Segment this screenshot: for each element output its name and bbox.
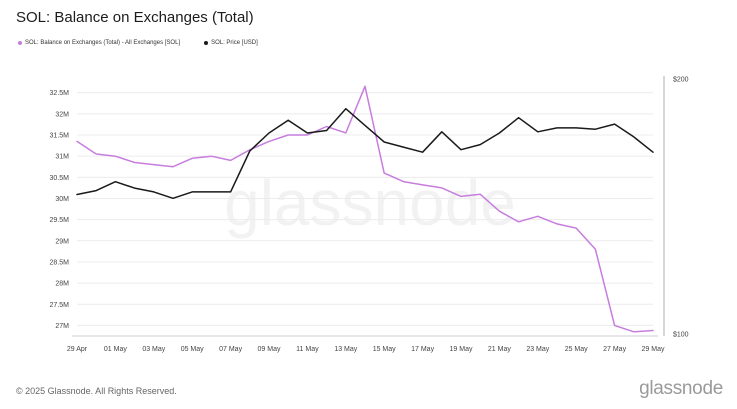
y-left-tick-label: 32.5M	[50, 90, 70, 97]
x-tick-label: 23 May	[526, 346, 549, 353]
y-right-tick-label: $200	[673, 77, 689, 84]
x-tick-label: 05 May	[181, 346, 204, 353]
y-left-tick-label: 30.5M	[50, 175, 70, 182]
watermark: glassnode	[224, 167, 516, 239]
y-left-tick-label: 28.5M	[50, 259, 70, 266]
copyright-footer: © 2025 Glassnode. All Rights Reserved.	[16, 386, 177, 396]
price-series-line[interactable]	[76, 107, 654, 200]
y-left-tick-label: 27.5M	[50, 302, 70, 309]
x-tick-label: 25 May	[565, 346, 588, 353]
x-tick-label: 29 Apr	[67, 346, 88, 353]
legend-label-price: SOL: Price [USD]	[211, 40, 258, 46]
legend-swatch-balance	[18, 41, 22, 45]
x-tick-label: 03 May	[142, 346, 165, 353]
legend-item-price[interactable]: SOL: Price [USD]	[204, 40, 258, 46]
y-left-tick-label: 31.5M	[50, 133, 70, 140]
x-tick-label: 13 May	[334, 346, 357, 353]
x-tick-label: 11 May	[296, 346, 319, 353]
x-tick-label: 21 May	[488, 346, 511, 353]
y-left-tick-label: 31M	[55, 154, 69, 161]
y-left-tick-label: 32M	[55, 111, 69, 118]
x-tick-label: 19 May	[450, 346, 473, 353]
x-tick-label: 29 May	[642, 346, 665, 353]
x-tick-label: 01 May	[104, 346, 127, 353]
y-left-tick-label: 29.5M	[50, 217, 70, 224]
x-tick-label: 17 May	[411, 346, 434, 353]
glassnode-logo[interactable]: glassnode	[639, 378, 723, 399]
legend-swatch-price	[204, 41, 209, 45]
y-left-tick-label: 30M	[55, 196, 69, 203]
x-tick-label: 09 May	[258, 346, 281, 353]
legend: SOL: Balance on Exchanges (Total) - All …	[18, 40, 258, 46]
legend-label-balance: SOL: Balance on Exchanges (Total) - All …	[25, 40, 181, 46]
x-tick-label: 15 May	[373, 346, 396, 353]
x-tick-label: 27 May	[603, 346, 626, 353]
y-left-tick-label: 27M	[55, 323, 69, 330]
balance-series-line[interactable]	[76, 85, 654, 333]
chart-title: SOL: Balance on Exchanges (Total)	[16, 9, 254, 26]
y-right-tick-label: $100	[673, 332, 689, 339]
x-tick-label: 07 May	[219, 346, 242, 353]
y-left-tick-label: 28M	[55, 281, 69, 288]
y-left-tick-label: 29M	[55, 238, 69, 245]
legend-item-balance[interactable]: SOL: Balance on Exchanges (Total) - All …	[18, 40, 180, 46]
